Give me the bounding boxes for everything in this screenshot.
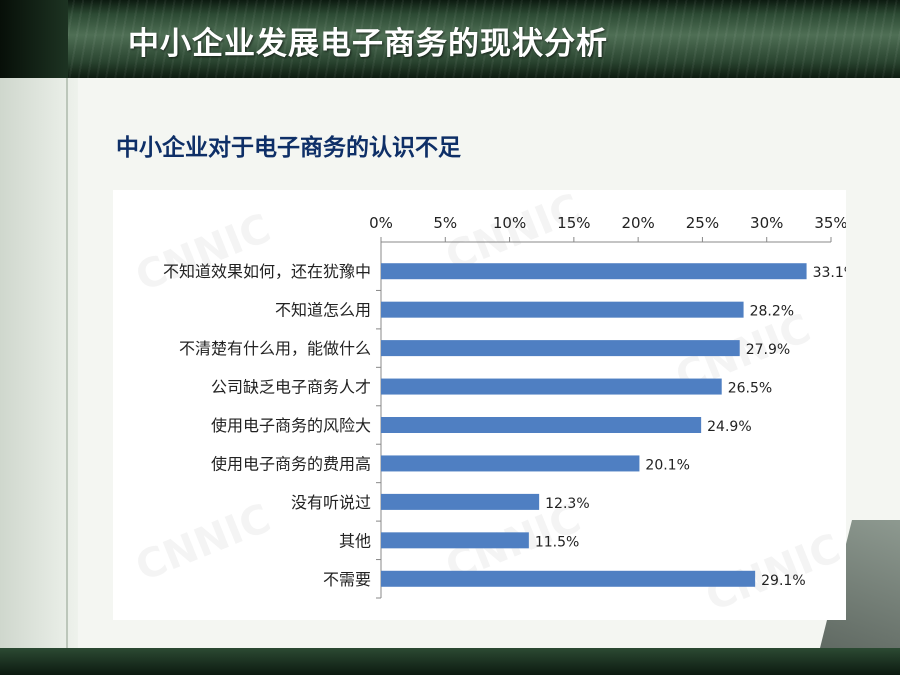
category-label: 公司缺乏电子商务人才	[211, 378, 371, 397]
x-tick-label: 25%	[686, 214, 719, 232]
bar	[381, 378, 722, 395]
x-tick-label: 30%	[750, 214, 783, 232]
category-label: 不知道效果如何，还在犹豫中	[163, 262, 371, 281]
value-label: 12.3%	[545, 496, 589, 512]
chart-subtitle: 中小企业对于电子商务的认识不足	[116, 135, 461, 161]
value-label: 24.9%	[707, 419, 751, 435]
category-label: 其他	[339, 531, 371, 550]
bar	[381, 493, 540, 510]
bar-chart: CNNIC CNNIC CNNIC CNNIC CNNIC CNNIC 0% 5%…	[113, 185, 847, 621]
bar	[381, 570, 756, 587]
value-label: 26.5%	[728, 381, 772, 397]
bar	[381, 532, 529, 549]
bar	[381, 417, 702, 433]
x-tick-label: 5%	[433, 214, 457, 232]
header-bar: 中小企业发展电子商务的现状分析	[0, 0, 900, 78]
value-label: 20.1%	[645, 457, 689, 473]
category-label: 使用电子商务的风险大	[211, 416, 371, 435]
value-label: 28.2%	[750, 304, 794, 320]
x-tick-label: 0%	[369, 214, 393, 232]
value-label: 27.9%	[746, 342, 790, 358]
x-tick-label: 35%	[814, 214, 846, 232]
x-tick-label: 15%	[557, 214, 590, 232]
category-label: 没有听说过	[291, 493, 371, 512]
bar	[381, 455, 640, 472]
book-spine	[66, 78, 68, 668]
category-label: 不知道怎么用	[275, 301, 371, 320]
page-title: 中小企业发展电子商务的现状分析	[128, 26, 608, 62]
category-label: 不需要	[323, 570, 371, 589]
bar	[381, 340, 740, 357]
x-tick-label: 20%	[621, 214, 654, 232]
left-book-band	[0, 78, 78, 668]
category-label: 不清楚有什么用，能做什么	[179, 339, 371, 358]
bar	[381, 263, 807, 280]
header-texture	[0, 0, 900, 78]
footer-bar	[0, 648, 900, 675]
x-tick-label: 10%	[493, 214, 526, 232]
category-label: 使用电子商务的费用高	[211, 454, 371, 473]
header-left-slot	[0, 0, 68, 78]
chart-canvas: 0% 5% 10% 15% 20% 25% 30% 35% 不知道效果如何，还在犹豫中 33.1%…	[163, 214, 846, 599]
value-label: 11.5%	[535, 534, 579, 550]
value-label: 33.1%	[813, 265, 846, 281]
bar	[381, 301, 744, 318]
value-label: 29.1%	[761, 573, 805, 589]
